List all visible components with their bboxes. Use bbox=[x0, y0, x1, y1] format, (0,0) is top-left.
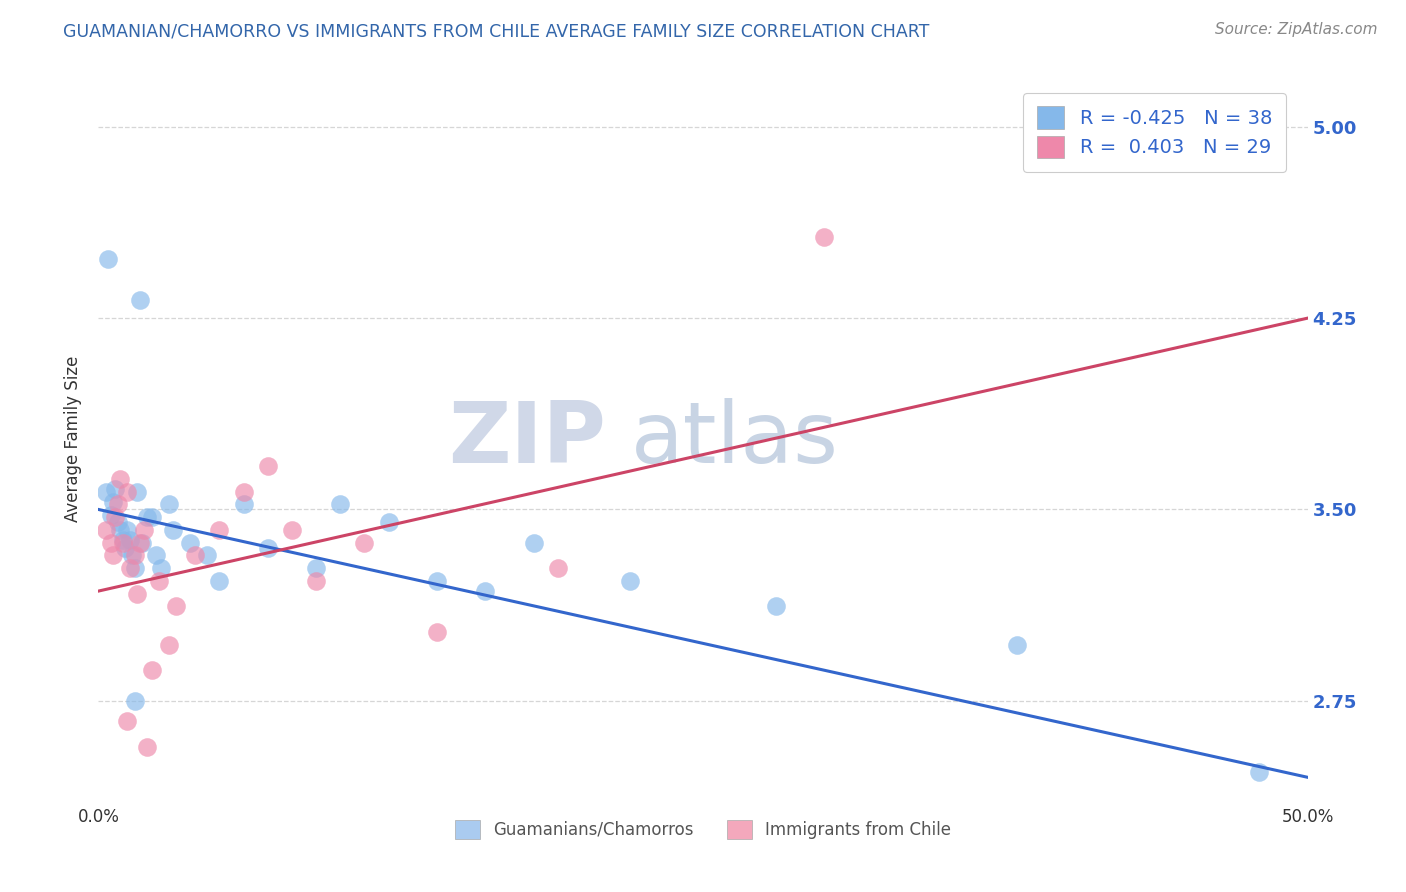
Point bbox=[127, 587, 149, 601]
Point bbox=[426, 574, 449, 588]
Point bbox=[765, 599, 787, 614]
Point bbox=[281, 523, 304, 537]
Point bbox=[141, 663, 163, 677]
Point bbox=[353, 535, 375, 549]
Point bbox=[150, 561, 173, 575]
Point bbox=[474, 584, 496, 599]
Point bbox=[547, 561, 569, 575]
Point bbox=[305, 574, 328, 588]
Point bbox=[94, 484, 117, 499]
Point bbox=[377, 515, 399, 529]
Point bbox=[813, 229, 835, 244]
Point bbox=[162, 523, 184, 537]
Y-axis label: Average Family Size: Average Family Size bbox=[65, 356, 83, 523]
Point bbox=[1007, 638, 1029, 652]
Point bbox=[145, 549, 167, 563]
Point bbox=[114, 541, 136, 555]
Point bbox=[121, 549, 143, 563]
Point bbox=[127, 484, 149, 499]
Point bbox=[135, 739, 157, 754]
Point bbox=[208, 574, 231, 588]
Point bbox=[619, 574, 641, 588]
Point bbox=[101, 495, 124, 509]
Point bbox=[135, 510, 157, 524]
Point bbox=[107, 497, 129, 511]
Point bbox=[157, 638, 180, 652]
Point bbox=[128, 293, 150, 308]
Point bbox=[97, 252, 120, 267]
Point bbox=[117, 714, 139, 728]
Point bbox=[100, 508, 122, 522]
Text: Source: ZipAtlas.com: Source: ZipAtlas.com bbox=[1215, 22, 1378, 37]
Text: atlas: atlas bbox=[630, 398, 838, 481]
Point bbox=[117, 484, 139, 499]
Legend: Guamanians/Chamorros, Immigrants from Chile: Guamanians/Chamorros, Immigrants from Ch… bbox=[444, 810, 962, 849]
Point bbox=[107, 515, 129, 529]
Point bbox=[426, 624, 449, 639]
Point bbox=[104, 482, 127, 496]
Text: GUAMANIAN/CHAMORRO VS IMMIGRANTS FROM CHILE AVERAGE FAMILY SIZE CORRELATION CHAR: GUAMANIAN/CHAMORRO VS IMMIGRANTS FROM CH… bbox=[63, 22, 929, 40]
Point bbox=[256, 459, 278, 474]
Point bbox=[111, 535, 134, 549]
Point bbox=[256, 541, 278, 555]
Point bbox=[111, 533, 134, 547]
Point bbox=[100, 535, 122, 549]
Point bbox=[124, 561, 146, 575]
Point bbox=[1249, 765, 1271, 780]
Point bbox=[232, 484, 254, 499]
Point bbox=[108, 523, 131, 537]
Point bbox=[108, 472, 131, 486]
Point bbox=[117, 523, 139, 537]
Point bbox=[523, 535, 546, 549]
Point bbox=[305, 561, 328, 575]
Point bbox=[131, 535, 153, 549]
Point bbox=[232, 497, 254, 511]
Point bbox=[118, 533, 141, 547]
Point bbox=[94, 523, 117, 537]
Point bbox=[101, 549, 124, 563]
Point bbox=[184, 549, 207, 563]
Point bbox=[195, 549, 218, 563]
Point bbox=[329, 497, 352, 511]
Point bbox=[148, 574, 170, 588]
Point bbox=[157, 497, 180, 511]
Point bbox=[208, 523, 231, 537]
Point bbox=[165, 599, 187, 614]
Text: ZIP: ZIP bbox=[449, 398, 606, 481]
Point bbox=[124, 549, 146, 563]
Point bbox=[128, 535, 150, 549]
Point bbox=[118, 561, 141, 575]
Point bbox=[179, 535, 201, 549]
Point bbox=[124, 694, 146, 708]
Point bbox=[141, 510, 163, 524]
Point bbox=[134, 523, 156, 537]
Point bbox=[104, 510, 127, 524]
